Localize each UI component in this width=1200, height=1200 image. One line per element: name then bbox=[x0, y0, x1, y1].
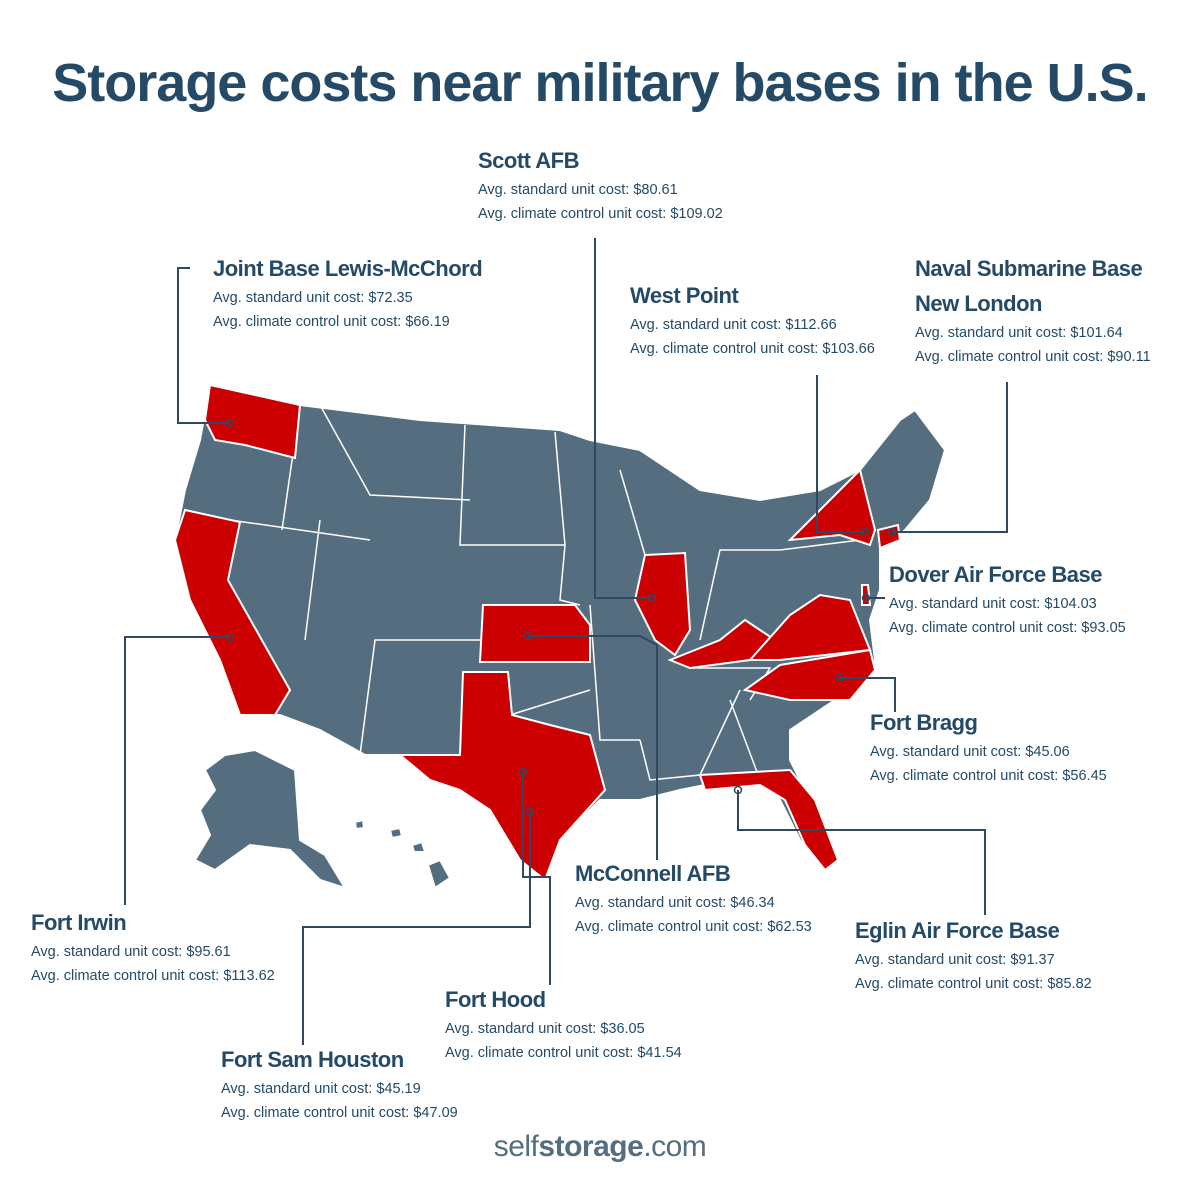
page-title: Storage costs near military bases in the… bbox=[52, 53, 1148, 113]
standard-cost: Avg. standard unit cost: $101.64 bbox=[915, 325, 1123, 341]
state-california bbox=[173, 508, 292, 716]
climate-cost: Avg. climate control unit cost: $62.53 bbox=[575, 919, 812, 935]
base-name: Dover Air Force Base bbox=[889, 562, 1102, 587]
climate-cost: Avg. climate control unit cost: $85.82 bbox=[855, 976, 1092, 992]
base-label-scott: Scott AFB Avg. standard unit cost: $80.6… bbox=[478, 143, 723, 226]
marker-dover bbox=[861, 593, 871, 603]
climate-cost: Avg. climate control unit cost: $56.45 bbox=[870, 768, 1107, 784]
standard-cost: Avg. standard unit cost: $104.03 bbox=[889, 596, 1097, 612]
leader-line-fort-irwin bbox=[124, 636, 230, 905]
base-label-new-london: Naval Submarine Base New London Avg. sta… bbox=[915, 251, 1155, 369]
alaska bbox=[193, 748, 348, 890]
marker-lewis-mcchord bbox=[225, 418, 235, 428]
marker-west-point bbox=[860, 527, 870, 537]
leader-line-eglin bbox=[737, 790, 986, 915]
climate-cost: Avg. climate control unit cost: $93.05 bbox=[889, 620, 1126, 636]
base-label-mcconnell: McConnell AFB Avg. standard unit cost: $… bbox=[575, 856, 812, 939]
selfstorage-logo: selfstorage.com bbox=[493, 1130, 707, 1163]
state-illinois bbox=[633, 551, 692, 657]
climate-cost: Avg. climate control unit cost: $41.54 bbox=[445, 1045, 682, 1061]
base-name: Fort Irwin bbox=[31, 910, 127, 935]
leader-line-lewis-mcchord bbox=[177, 267, 230, 424]
marker-fort-bragg bbox=[835, 673, 845, 683]
climate-cost: Avg. climate control unit cost: $47.09 bbox=[221, 1105, 458, 1121]
base-name: Joint Base Lewis-McChord bbox=[213, 256, 483, 281]
leader-line-west-point bbox=[816, 375, 865, 533]
marker-fort-sam-houston bbox=[525, 807, 535, 817]
hawaii-islands bbox=[353, 818, 366, 831]
climate-cost: Avg. climate control unit cost: $66.19 bbox=[213, 314, 450, 330]
base-label-lewis-mcchord: Joint Base Lewis-McChord Avg. standard u… bbox=[213, 251, 483, 334]
base-name: Scott AFB bbox=[478, 148, 580, 173]
leader-line-mcconnell bbox=[528, 635, 658, 860]
base-name: McConnell AFB bbox=[575, 861, 731, 886]
standard-cost: Avg. standard unit cost: $46.34 bbox=[575, 895, 775, 911]
marker-fort-hood bbox=[518, 767, 528, 777]
highlighted-states bbox=[173, 383, 902, 882]
base-label-fort-irwin: Fort Irwin Avg. standard unit cost: $95.… bbox=[31, 905, 275, 988]
leader-line-scott bbox=[594, 238, 652, 599]
climate-cost: Avg. climate control unit cost: $113.62 bbox=[31, 968, 275, 984]
standard-cost: Avg. standard unit cost: $91.37 bbox=[855, 952, 1055, 968]
leader-line-fort-bragg bbox=[840, 677, 896, 712]
marker-scott bbox=[647, 593, 657, 603]
base-name: Naval Submarine Base New London bbox=[915, 256, 1143, 316]
hawaii-islands bbox=[410, 840, 427, 853]
base-name: Eglin Air Force Base bbox=[855, 918, 1060, 943]
base-label-west-point: West Point Avg. standard unit cost: $112… bbox=[630, 278, 875, 361]
base-label-fort-sam-houston: Fort Sam Houston Avg. standard unit cost… bbox=[221, 1042, 458, 1125]
base-label-eglin: Eglin Air Force Base Avg. standard unit … bbox=[855, 913, 1092, 996]
base-name: Fort Bragg bbox=[870, 710, 978, 735]
standard-cost: Avg. standard unit cost: $36.05 bbox=[445, 1021, 645, 1037]
state-washington bbox=[203, 383, 302, 460]
leader-line-new-london bbox=[892, 382, 1008, 533]
base-name: Fort Sam Houston bbox=[221, 1047, 404, 1072]
state-new-york bbox=[787, 468, 877, 547]
leader-line-fort-sam-houston bbox=[302, 812, 531, 1045]
climate-cost: Avg. climate control unit cost: $109.02 bbox=[478, 206, 723, 222]
base-label-fort-hood: Fort Hood Avg. standard unit cost: $36.0… bbox=[445, 982, 682, 1065]
state-connecticut bbox=[876, 523, 902, 550]
state-kansas bbox=[478, 604, 591, 663]
base-label-dover: Dover Air Force Base Avg. standard unit … bbox=[889, 557, 1126, 640]
leader-line-fort-hood bbox=[522, 772, 551, 985]
standard-cost: Avg. standard unit cost: $112.66 bbox=[630, 317, 837, 333]
base-name: West Point bbox=[630, 283, 739, 308]
marker-new-london bbox=[887, 527, 897, 537]
base-markers bbox=[225, 418, 897, 817]
state-texas bbox=[397, 671, 607, 882]
state-florida bbox=[698, 768, 840, 872]
base-name: Fort Hood bbox=[445, 987, 546, 1012]
base-label-fort-bragg: Fort Bragg Avg. standard unit cost: $45.… bbox=[870, 705, 1107, 788]
standard-cost: Avg. standard unit cost: $45.06 bbox=[870, 744, 1070, 760]
marker-mcconnell bbox=[523, 631, 533, 641]
standard-cost: Avg. standard unit cost: $45.19 bbox=[221, 1081, 421, 1097]
state-north-carolina bbox=[742, 648, 877, 701]
standard-cost: Avg. standard unit cost: $95.61 bbox=[31, 944, 231, 960]
standard-cost: Avg. standard unit cost: $80.61 bbox=[478, 182, 678, 198]
state-virginia bbox=[747, 593, 872, 661]
hawaii-islands bbox=[388, 826, 404, 840]
hawaii-big-island bbox=[426, 858, 452, 890]
marker-fort-irwin bbox=[225, 632, 235, 642]
marker-eglin bbox=[733, 785, 743, 795]
climate-cost: Avg. climate control unit cost: $90.11 bbox=[915, 349, 1151, 365]
standard-cost: Avg. standard unit cost: $72.35 bbox=[213, 290, 413, 306]
leader-lines bbox=[124, 238, 1008, 1045]
climate-cost: Avg. climate control unit cost: $103.66 bbox=[630, 341, 875, 357]
